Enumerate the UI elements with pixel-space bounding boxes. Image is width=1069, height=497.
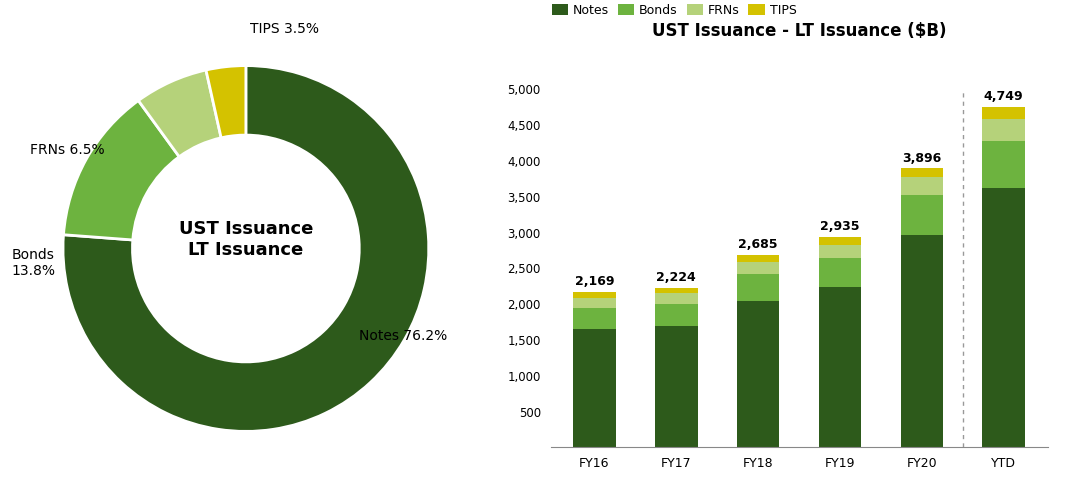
Bar — [737, 262, 779, 274]
Text: 2,935: 2,935 — [820, 220, 859, 233]
Legend: Notes, Bonds, FRNs, TIPS: Notes, Bonds, FRNs, TIPS — [547, 0, 802, 22]
Text: 2,224: 2,224 — [656, 271, 696, 284]
Bar — [573, 329, 616, 447]
Bar — [573, 298, 616, 308]
Text: TIPS 3.5%: TIPS 3.5% — [249, 22, 319, 36]
Bar — [900, 168, 943, 176]
Text: 2,169: 2,169 — [575, 275, 615, 288]
Bar — [573, 308, 616, 329]
Text: Notes 76.2%: Notes 76.2% — [359, 330, 448, 343]
Text: 4,749: 4,749 — [983, 90, 1023, 103]
Bar — [900, 176, 943, 195]
Bar — [982, 141, 1025, 188]
Bar — [819, 245, 862, 258]
Bar — [655, 304, 698, 326]
Text: 3,896: 3,896 — [902, 152, 942, 165]
Wedge shape — [138, 70, 221, 157]
Bar — [819, 258, 862, 287]
Bar — [982, 119, 1025, 141]
Bar — [737, 274, 779, 301]
Text: FRNs 6.5%: FRNs 6.5% — [30, 143, 105, 157]
Bar — [655, 288, 698, 293]
Bar — [819, 237, 862, 245]
Bar — [982, 188, 1025, 447]
Wedge shape — [206, 66, 246, 138]
Bar — [737, 301, 779, 447]
Text: 2,685: 2,685 — [739, 238, 778, 251]
Bar — [900, 195, 943, 235]
Text: UST Issuance - LT Issuance ($B): UST Issuance - LT Issuance ($B) — [652, 22, 947, 40]
Bar — [655, 293, 698, 304]
Bar — [737, 255, 779, 262]
Wedge shape — [63, 100, 180, 240]
Text: Bonds
13.8%: Bonds 13.8% — [12, 248, 56, 278]
Text: UST Issuance
LT Issuance: UST Issuance LT Issuance — [179, 220, 313, 259]
Bar — [573, 292, 616, 298]
Bar — [819, 287, 862, 447]
Bar — [982, 107, 1025, 119]
Wedge shape — [63, 66, 429, 431]
Bar — [655, 326, 698, 447]
Bar — [900, 235, 943, 447]
